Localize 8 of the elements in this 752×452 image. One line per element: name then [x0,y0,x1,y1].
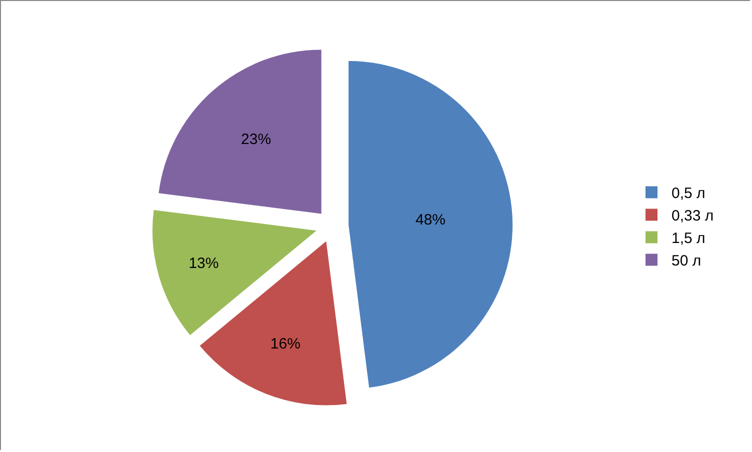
legend-label: 1,5 л [672,230,706,248]
data-label: 23% [241,131,272,148]
data-label: 13% [188,254,219,272]
legend-label: 0,5 л [672,185,706,202]
data-label: 16% [270,336,300,353]
legend-label: 50 л [672,252,702,270]
legend-label: 0,33 л [672,208,714,225]
data-label: 48% [415,211,446,228]
